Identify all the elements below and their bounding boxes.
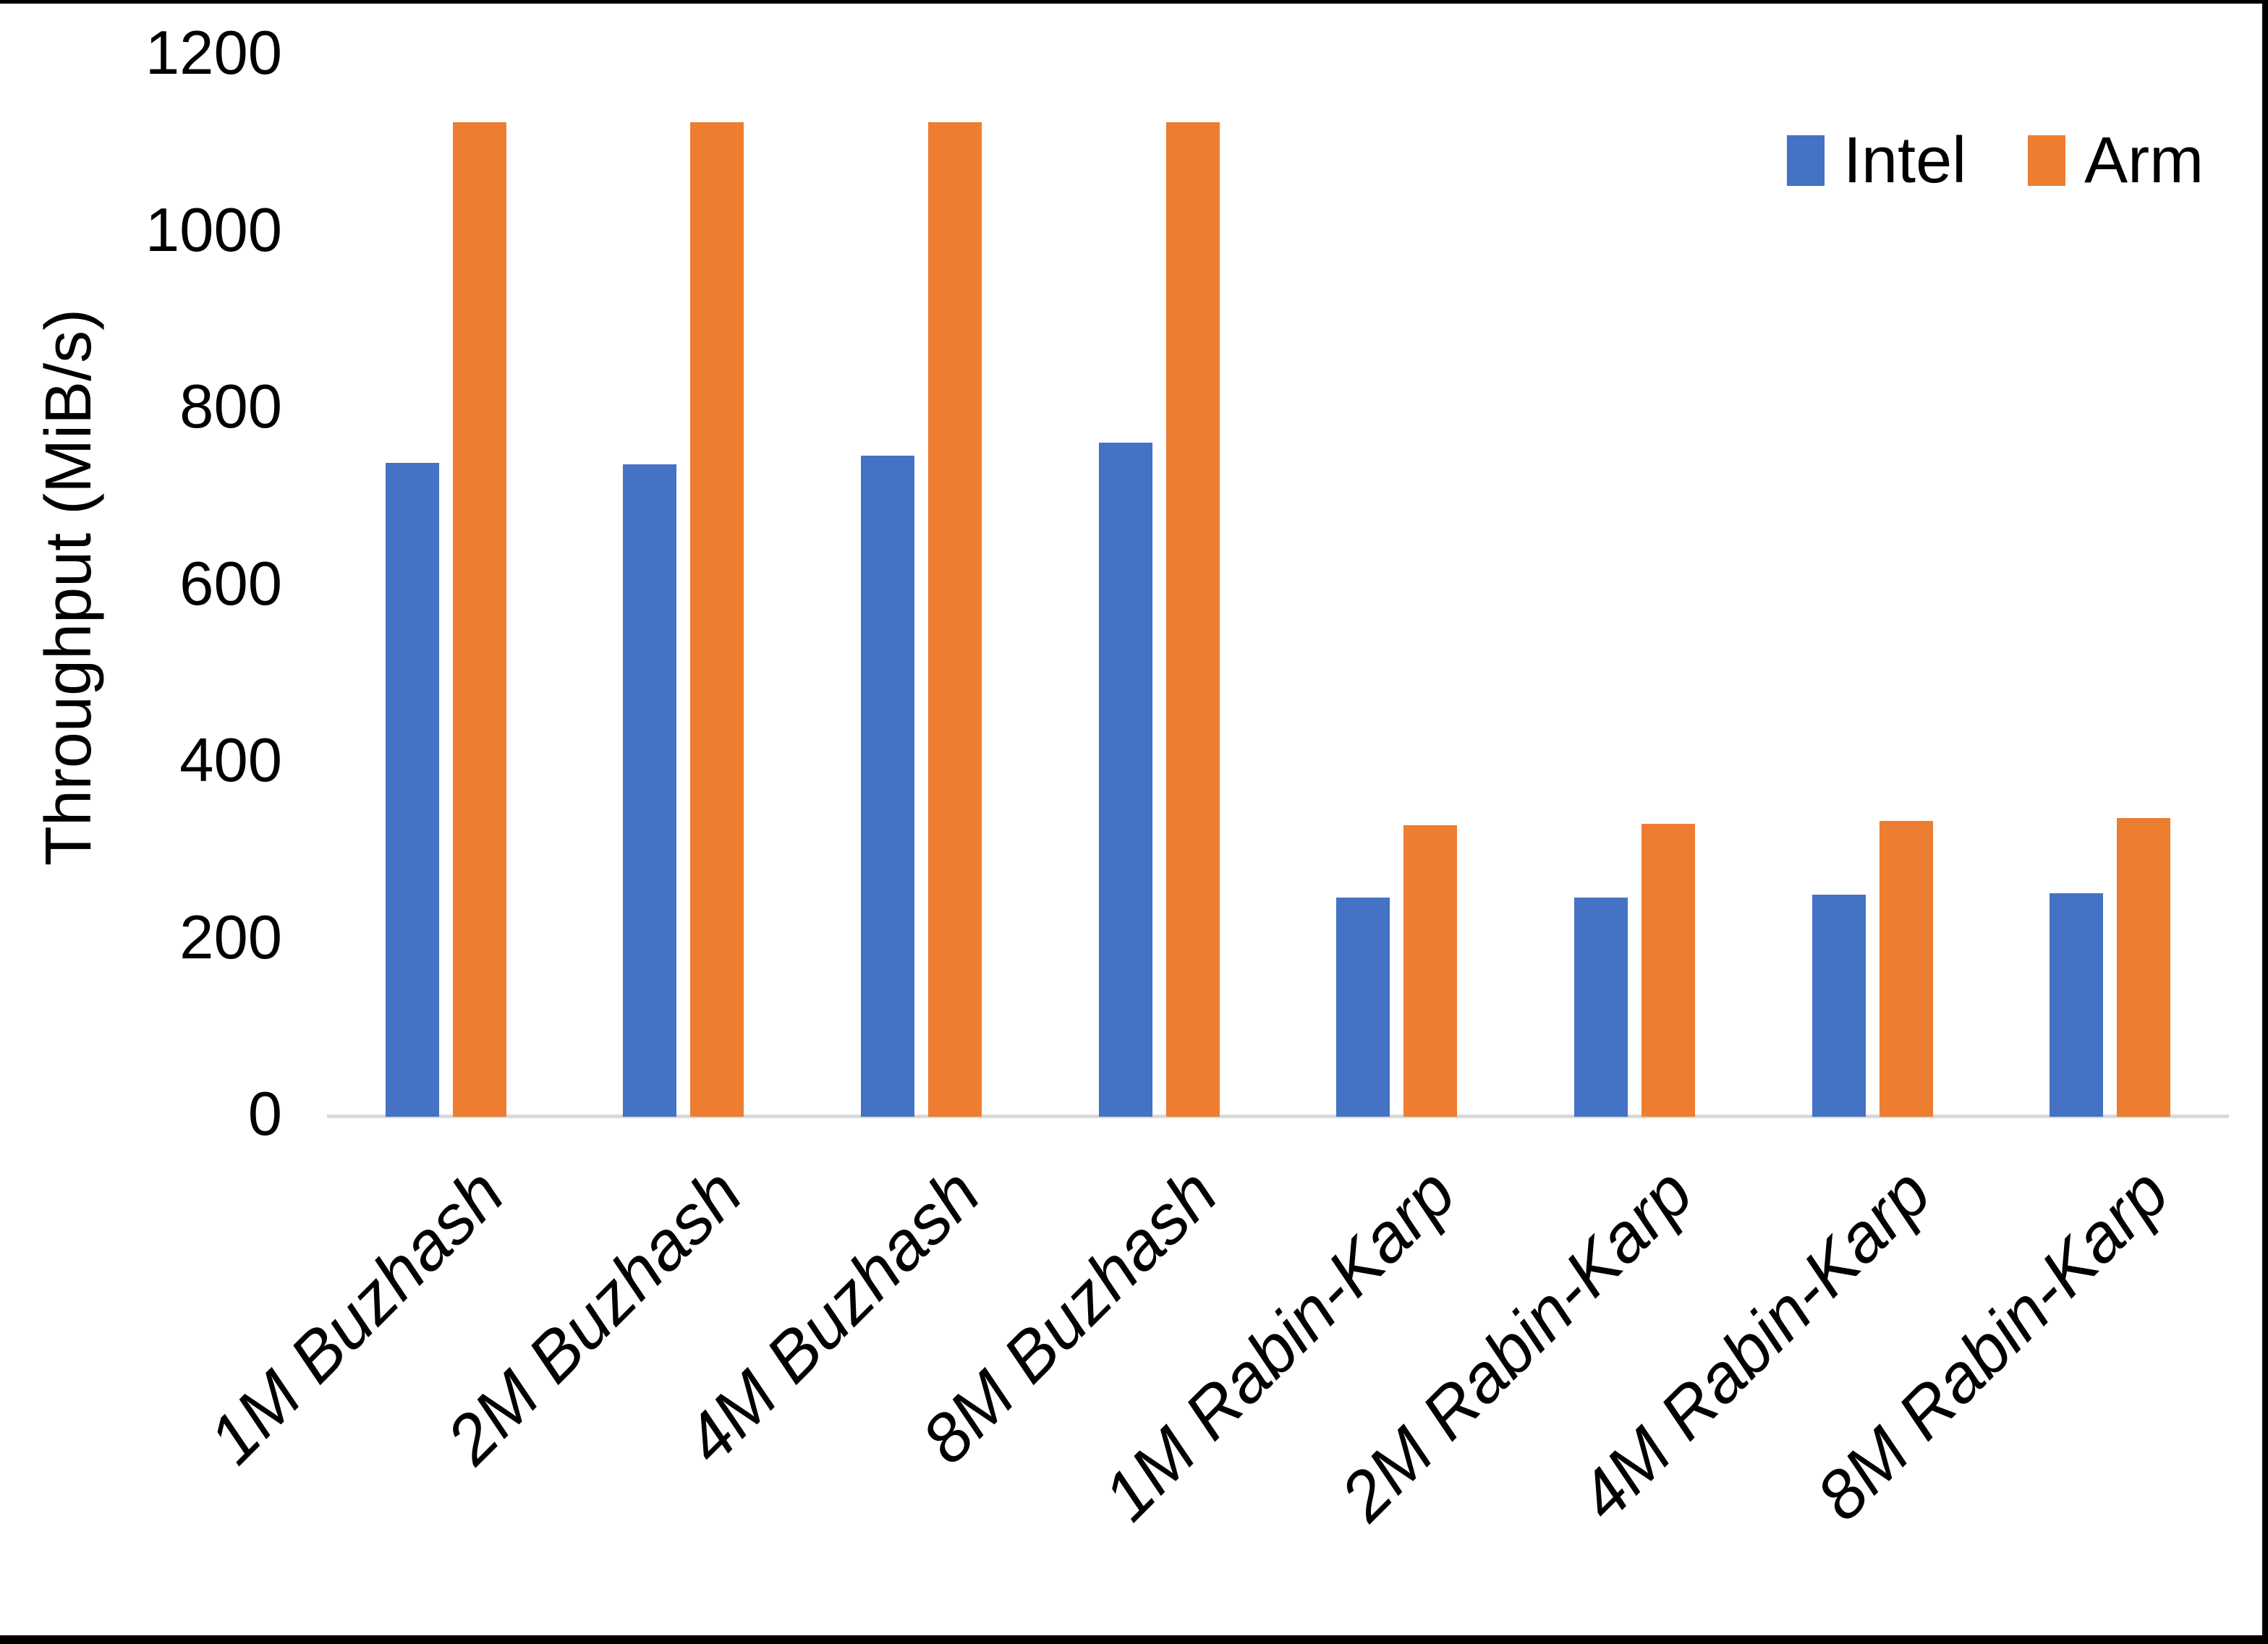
bar-intel-4m-buzhash: [861, 456, 914, 1117]
y-tick-label-1200: 1200: [145, 19, 282, 88]
bar-intel-2m-rabin-karp: [1574, 898, 1628, 1117]
y-tick-label-1000: 1000: [145, 196, 282, 265]
frame-border-top: [0, 0, 2268, 4]
bar-arm-2m-buzhash: [690, 122, 744, 1117]
bar-arm-1m-buzhash: [453, 122, 506, 1117]
frame-border-bottom: [0, 1635, 2268, 1644]
bar-arm-4m-rabin-karp: [1880, 821, 1933, 1117]
x-category-label-2m-buzhash: 2M Buzhash: [432, 1154, 757, 1479]
bar-intel-1m-buzhash: [386, 463, 439, 1117]
legend-label-intel: Intel: [1843, 124, 1967, 197]
bar-arm-4m-buzhash: [928, 122, 982, 1117]
x-axis-line: [327, 1115, 2229, 1118]
y-tick-label-400: 400: [179, 726, 282, 795]
x-category-label-1m-buzhash: 1M Buzhash: [194, 1154, 519, 1479]
x-category-label-8m-buzhash: 8M Buzhash: [907, 1154, 1232, 1479]
y-tick-label-600: 600: [179, 550, 282, 618]
legend-swatch-arm: [2028, 135, 2066, 186]
x-category-label-4m-buzhash: 4M Buzhash: [670, 1154, 995, 1479]
x-category-label-2m-rabin-karp: 2M Rabin-Karp: [1326, 1154, 1707, 1536]
bar-arm-1m-rabin-karp: [1403, 825, 1457, 1117]
bar-arm-8m-buzhash: [1166, 122, 1220, 1117]
bar-intel-2m-buzhash: [623, 464, 676, 1117]
legend: Intel Arm: [1787, 124, 2204, 197]
y-tick-label-800: 800: [179, 372, 282, 441]
bar-arm-2m-rabin-karp: [1641, 824, 1695, 1117]
bar-intel-1m-rabin-karp: [1336, 898, 1390, 1117]
bar-intel-8m-rabin-karp: [2050, 893, 2103, 1117]
frame-border-right: [2262, 0, 2268, 1644]
legend-label-arm: Arm: [2084, 124, 2204, 197]
bar-intel-8m-buzhash: [1099, 443, 1152, 1117]
x-category-label-4m-rabin-karp: 4M Rabin-Karp: [1564, 1154, 1945, 1536]
legend-item-intel: Intel: [1787, 124, 1966, 197]
x-category-label-1m-rabin-karp: 1M Rabin-Karp: [1089, 1154, 1470, 1536]
y-tick-label-200: 200: [179, 903, 282, 972]
legend-item-arm: Arm: [2028, 124, 2204, 197]
bar-arm-8m-rabin-karp: [2117, 818, 2170, 1117]
y-tick-label-0: 0: [247, 1080, 282, 1149]
legend-swatch-intel: [1787, 135, 1825, 186]
x-category-label-8m-rabin-karp: 8M Rabin-Karp: [1802, 1154, 2183, 1536]
bar-intel-4m-rabin-karp: [1812, 895, 1866, 1117]
